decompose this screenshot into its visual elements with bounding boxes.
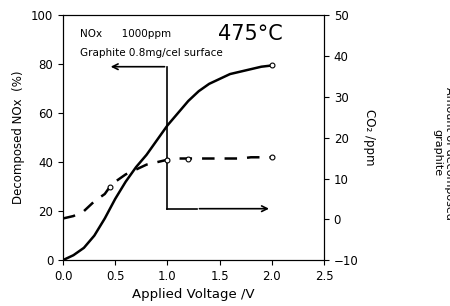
X-axis label: Applied Voltage /V: Applied Voltage /V [132,288,255,301]
Text: NOx      1000ppm: NOx 1000ppm [80,29,171,39]
Text: Graphite 0.8mg/cel surface: Graphite 0.8mg/cel surface [80,48,222,58]
Text: 475°C: 475°C [217,24,282,44]
Y-axis label: CO₂ /ppm: CO₂ /ppm [363,110,376,166]
Y-axis label: Decomposed NOx  (%): Decomposed NOx (%) [13,71,26,204]
Text: Amount of decomposed
graphite: Amount of decomposed graphite [432,87,450,219]
